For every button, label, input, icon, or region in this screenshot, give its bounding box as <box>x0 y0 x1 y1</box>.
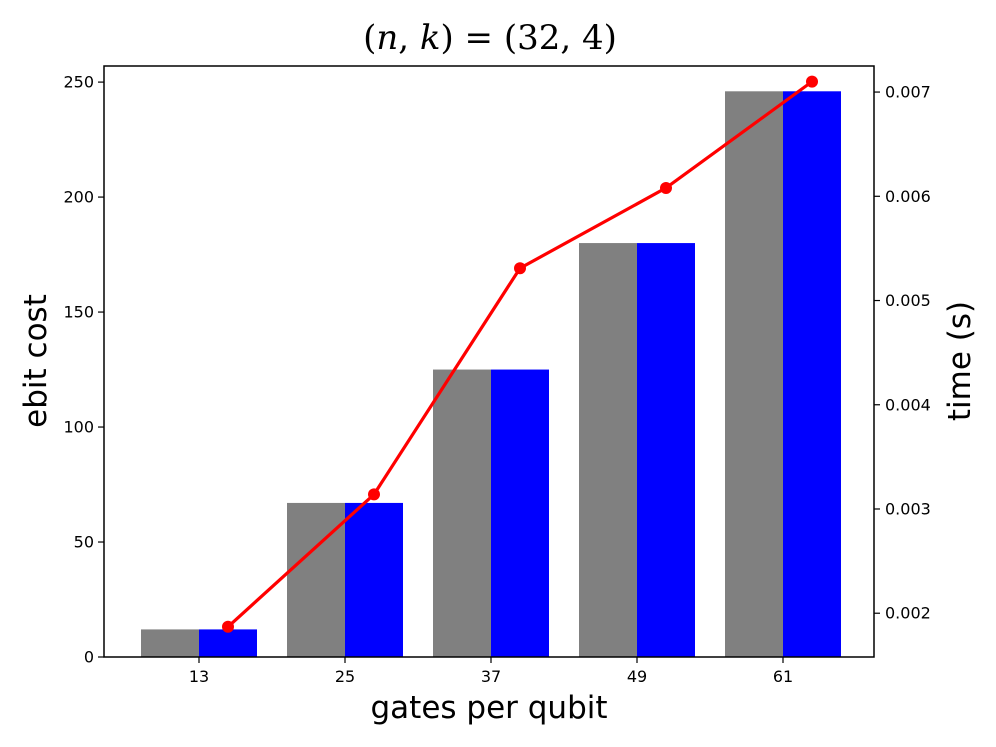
y-axis-label-left: ebit cost <box>18 294 54 428</box>
y-left-tick-label: 0 <box>84 648 94 667</box>
y-ticks-left: 0 50 100 150 200 250 <box>63 73 104 667</box>
y-right-tick-label: 0.003 <box>885 499 931 518</box>
y-right-tick-label: 0.005 <box>885 291 931 310</box>
line-series-group <box>222 75 818 633</box>
title-comma: , <box>398 18 420 58</box>
title-k: k <box>420 18 441 58</box>
y-left-tick-label: 150 <box>63 303 94 322</box>
x-tick-label: 61 <box>773 667 793 686</box>
x-tick-label: 49 <box>627 667 647 686</box>
time-point-25 <box>368 488 380 501</box>
bars-group <box>141 91 841 658</box>
x-tick-label: 37 <box>481 667 501 686</box>
x-tick-label: 25 <box>335 667 355 686</box>
y-left-tick-label: 250 <box>63 73 94 92</box>
x-tick-label: 13 <box>189 667 209 686</box>
y-right-tick-label: 0.004 <box>885 395 931 414</box>
chart-title: (n, k) = (32, 4) <box>363 18 617 58</box>
title-rest: ) = (32, 4) <box>440 18 616 58</box>
time-point-37 <box>514 262 526 275</box>
x-axis-label: gates per qubit <box>370 690 607 726</box>
y-left-tick-label: 200 <box>63 188 94 207</box>
time-point-61 <box>806 75 818 88</box>
time-point-49 <box>660 181 672 194</box>
bar-series1-61 <box>725 91 783 658</box>
bar-series1-13 <box>141 629 199 657</box>
bar-series2-37 <box>491 369 549 657</box>
title-open: ( <box>363 18 376 58</box>
y-ticks-right: 0.002 0.003 0.004 0.005 0.006 0.007 <box>874 83 931 623</box>
bar-series1-37 <box>433 369 491 657</box>
y-left-tick-label: 50 <box>74 533 94 552</box>
bar-series2-25 <box>345 502 403 657</box>
time-point-13 <box>222 620 234 633</box>
plot-frame <box>103 65 875 658</box>
bar-series2-61 <box>783 91 841 658</box>
bar-series2-49 <box>637 243 695 657</box>
y-axis-label-right: time (s) <box>942 301 978 421</box>
y-left-tick-label: 100 <box>63 418 94 437</box>
y-right-tick-label: 0.002 <box>885 604 931 623</box>
y-right-tick-label: 0.006 <box>885 187 931 206</box>
bar-series1-25 <box>287 502 345 657</box>
title-n: n <box>376 18 398 58</box>
x-ticks: 13 25 37 49 61 <box>189 657 793 686</box>
bar-series2-13 <box>199 629 257 657</box>
y-right-tick-label: 0.007 <box>885 83 931 102</box>
bar-series1-49 <box>579 243 637 657</box>
